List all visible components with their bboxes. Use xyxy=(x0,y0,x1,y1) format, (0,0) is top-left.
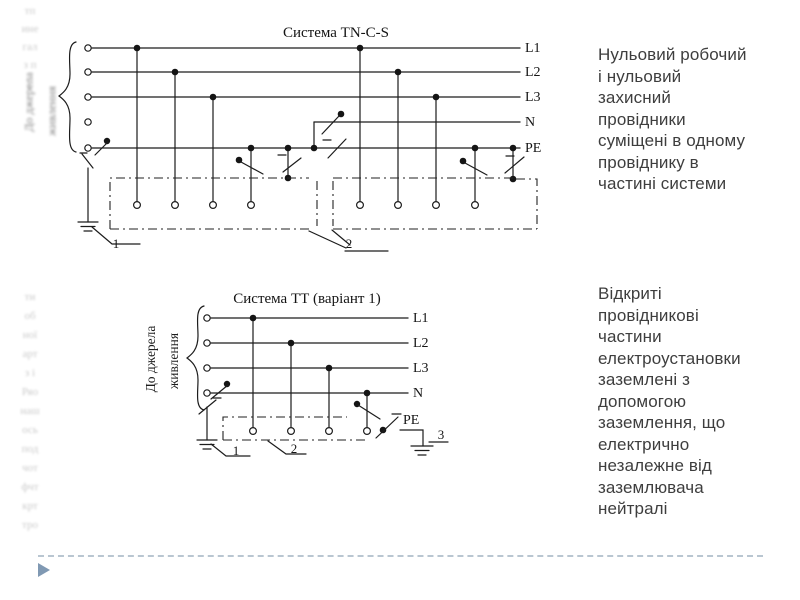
description-tt: Відкриті провідникові частини електроуст… xyxy=(598,284,741,518)
diagram1-label-L1: L1 xyxy=(525,41,541,56)
diagram1-label-L2: L2 xyxy=(525,65,541,80)
diagram2-label-PE: PE xyxy=(403,413,419,428)
diagram2-callout-2: 2 xyxy=(291,441,298,456)
diagram-tt: Система ТТ (варіант 1) L1 L2 L3 N 1 xyxy=(185,291,449,458)
diagram2-label-L2: L2 xyxy=(413,336,429,351)
footer-dashed-rule xyxy=(38,555,763,557)
diagram1-label-PE: PE xyxy=(525,141,541,156)
description-tn-c-s: Нульовий робочий і нульовий захисний про… xyxy=(598,45,747,193)
diagram2-title: Система ТТ (варіант 1) xyxy=(233,291,380,307)
diagram2-brace xyxy=(185,305,205,411)
diagram2-label-N: N xyxy=(413,386,423,401)
footer-arrow-icon xyxy=(38,563,50,577)
diagram1-label-L3: L3 xyxy=(525,90,541,105)
diagram-tn-c-s: Система TN-C-S L1 L2 L3 N PE xyxy=(57,25,541,252)
diagram2-callout-3: 3 xyxy=(438,427,445,442)
diagram1-title: Система TN-C-S xyxy=(283,25,389,41)
diagram1-brace xyxy=(57,41,77,153)
diagram1-callout-1: 1 xyxy=(113,236,120,251)
diagram1-callout-2: 2 xyxy=(346,236,353,251)
diagram2-label-L1: L1 xyxy=(413,311,429,326)
diagram2-callout-1: 1 xyxy=(233,443,240,458)
diagram2-label-L3: L3 xyxy=(413,361,429,376)
diagram1-label-N: N xyxy=(525,115,535,130)
